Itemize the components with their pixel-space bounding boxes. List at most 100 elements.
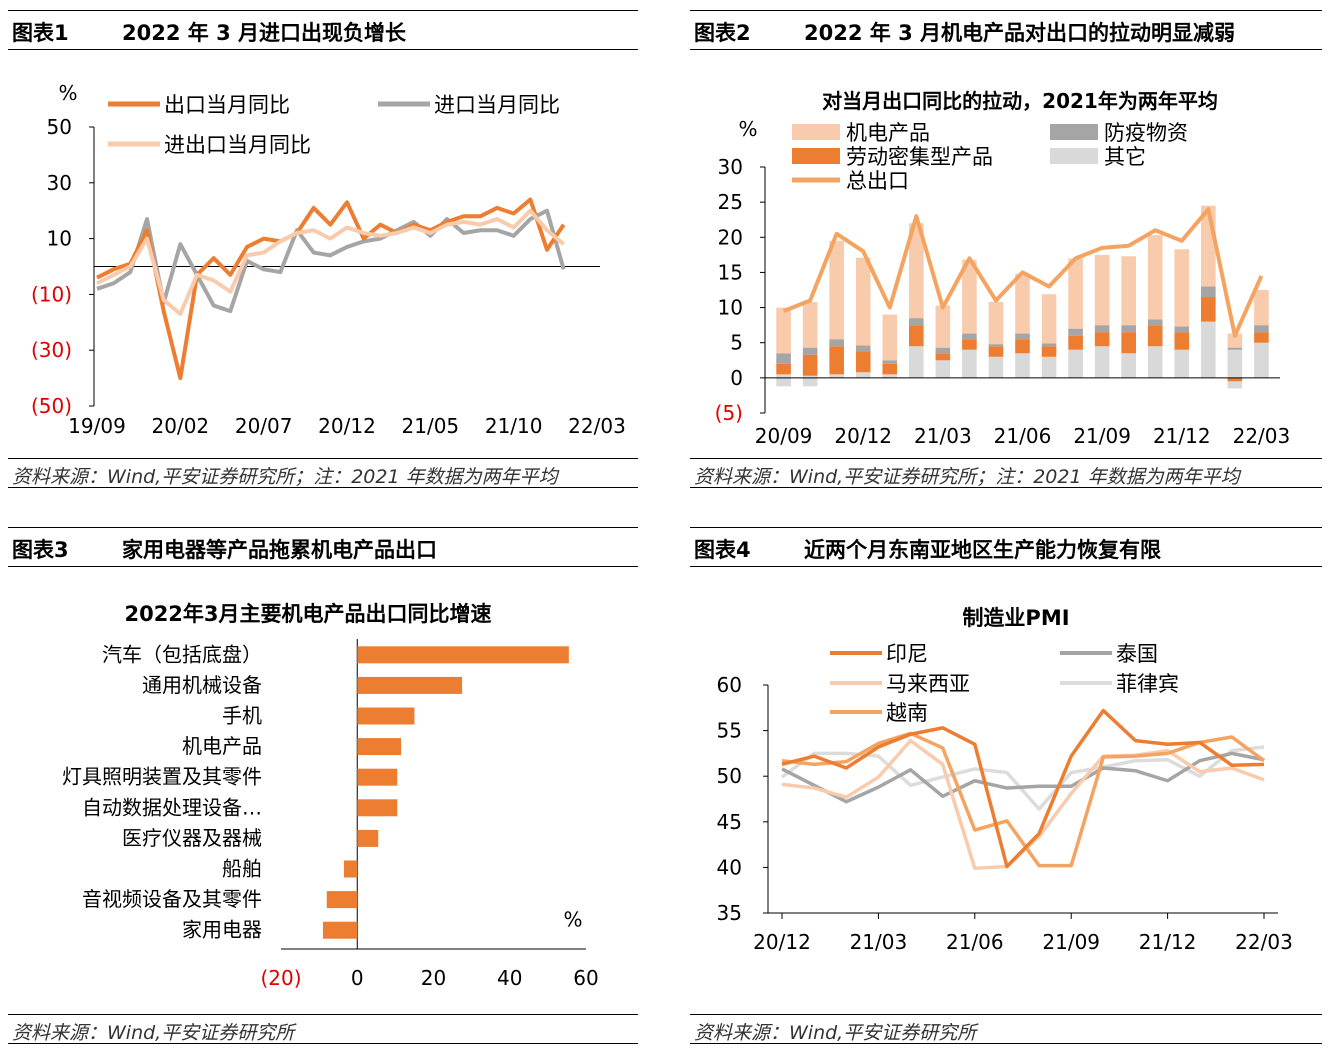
- bar-segment: [1068, 258, 1083, 329]
- legend-label: 泰国: [1116, 642, 1158, 666]
- bar-segment: [1068, 328, 1083, 336]
- bar-segment: [1041, 294, 1057, 344]
- figure-label: 图表4: [694, 538, 751, 562]
- y-tick-label: 30: [47, 171, 72, 195]
- series-line: [96, 208, 565, 316]
- bar-segment: [1254, 290, 1269, 326]
- source-text: 资料来源：Wind,平安证券研究所: [694, 1022, 977, 1044]
- legend-label: 出口当月同比: [164, 93, 290, 117]
- bar-segment: [855, 345, 871, 352]
- bar-segment: [802, 375, 818, 378]
- chart-subtitle: 制造业PMI: [962, 606, 1069, 630]
- x-tick-label: 21/10: [485, 414, 543, 438]
- y-tick-label: 50: [47, 115, 72, 139]
- bar-segment: [962, 259, 977, 334]
- bar-segment: [829, 346, 844, 375]
- bar-segment: [1254, 325, 1269, 333]
- series-line: [781, 751, 1265, 804]
- bar-segment: [988, 346, 1004, 357]
- y-tick-label: 0: [730, 366, 743, 390]
- x-tick-label: 20/07: [235, 414, 293, 438]
- legend-swatch: [1050, 148, 1098, 164]
- figure-title: 2022 年 3 月机电产品对出口的拉动明显减弱: [804, 21, 1235, 45]
- panel-header: 图表4 近两个月东南亚地区生产能力恢复有限: [690, 527, 1322, 567]
- x-tick-label: 21/09: [1073, 424, 1131, 448]
- legend-label: 进口当月同比: [434, 93, 560, 117]
- panel-1: 图表1 2022 年 3 月进口出现负增长 50 30 10 (10) (30) (50)…: [8, 10, 638, 494]
- legend-label: 其它: [1104, 145, 1146, 169]
- bar-segment: [829, 374, 844, 378]
- bar: [322, 921, 358, 939]
- bar-segment: [1147, 325, 1163, 347]
- y-tick-label: 60: [717, 673, 742, 697]
- panel-header: 图表3 家用电器等产品拖累机电产品出口: [8, 527, 638, 567]
- bar-segment: [1121, 325, 1136, 333]
- figure-label: 图表3: [12, 538, 69, 562]
- x-tick-label: 20/12: [318, 414, 376, 438]
- x-tick-label: 20: [421, 966, 446, 990]
- bar-segment: [1015, 273, 1030, 334]
- legend-label: 防疫物资: [1104, 121, 1188, 145]
- bar: [343, 860, 358, 878]
- y-tick-label: 50: [717, 764, 742, 788]
- category-label: 自动数据处理设备…: [82, 795, 262, 819]
- x-tick-label: 40: [497, 966, 522, 990]
- bar-segment: [962, 333, 977, 340]
- x-tick-label: 22/03: [1233, 424, 1291, 448]
- x-tick-label: 21/12: [1153, 424, 1211, 448]
- y-tick-label: 55: [717, 719, 742, 743]
- bar-segment: [1227, 381, 1243, 389]
- series-line: [780, 745, 1265, 811]
- x-tick-label: 20/12: [753, 930, 811, 954]
- bar-segment: [909, 325, 924, 347]
- series-line: [781, 731, 1266, 868]
- category-label: 通用机械设备: [142, 673, 262, 697]
- bar-segment: [1147, 346, 1163, 378]
- y-tick-label: 20: [718, 225, 743, 249]
- bar-segment: [1015, 353, 1030, 378]
- category-label: 医疗仪器及器械: [122, 826, 262, 850]
- y-tick-label: (10): [31, 282, 72, 306]
- bar-segment: [935, 353, 951, 361]
- bar-segment: [1174, 349, 1190, 378]
- category-label: 机电产品: [182, 734, 262, 758]
- bar-segment: [1015, 333, 1030, 340]
- unit-label: %: [563, 907, 582, 931]
- bar-segment: [962, 339, 977, 350]
- legend-swatch: [1050, 124, 1098, 140]
- bar-segment: [1041, 346, 1057, 357]
- bar-segment: [776, 307, 791, 354]
- bar-segment: [909, 223, 924, 319]
- x-tick-label: 0: [351, 966, 364, 990]
- legend-label: 机电产品: [846, 121, 930, 145]
- legend-label: 劳动密集型产品: [846, 145, 993, 169]
- figure-title: 家用电器等产品拖累机电产品出口: [122, 538, 437, 562]
- series-line: [96, 208, 566, 314]
- bar-segment: [1094, 332, 1110, 347]
- category-label: 灯具照明装置及其零件: [62, 765, 262, 789]
- source-note: 资料来源：Wind,平安证券研究所；注：2021 年数据为两年平均: [8, 458, 638, 488]
- legend-swatch: [792, 124, 840, 140]
- bar-segment: [776, 353, 791, 364]
- panel-header: 图表2 2022 年 3 月机电产品对出口的拉动明显减弱: [690, 10, 1322, 50]
- bar-segment: [802, 354, 818, 376]
- bar-segment: [802, 347, 818, 355]
- legend-label: 马来西亚: [886, 672, 970, 696]
- bar-segment: [1147, 319, 1163, 326]
- chart-subtitle: 2022年3月主要机电产品出口同比增速: [124, 602, 491, 626]
- legend-label: 菲律宾: [1116, 672, 1179, 696]
- x-tick-label: 20/02: [152, 414, 210, 438]
- x-tick-label: 19/09: [68, 414, 126, 438]
- bar-segment: [1201, 286, 1216, 298]
- bar-segment: [855, 372, 871, 378]
- series-line: [781, 708, 1265, 869]
- x-tick-label: 60: [573, 966, 598, 990]
- figure-title: 近两个月东南亚地区生产能力恢复有限: [804, 538, 1161, 562]
- x-tick-label: 20/09: [755, 424, 813, 448]
- bar-segment: [776, 377, 791, 387]
- y-tick-label: (5): [715, 401, 743, 425]
- bar-segment: [935, 360, 951, 378]
- bar-segment: [988, 356, 1004, 378]
- y-tick-label: (50): [31, 394, 72, 418]
